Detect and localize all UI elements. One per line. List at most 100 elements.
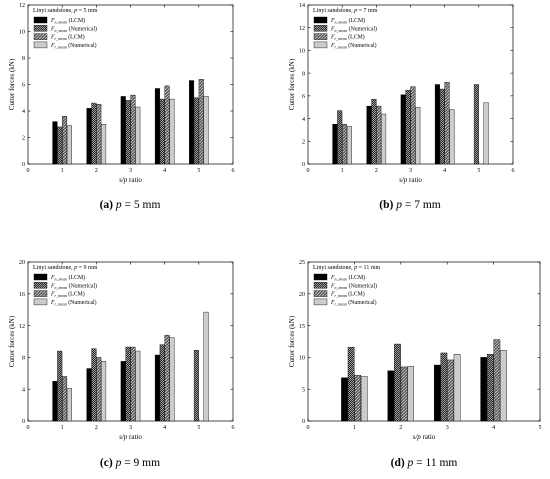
legend-label: Fn_mean (LCM): [330, 274, 365, 282]
y-tick-label: 12: [19, 324, 25, 330]
legend-label: Fr_mean (Numerical): [50, 42, 97, 50]
legend-swatch: [33, 282, 48, 289]
bar-a-s2-c5: [198, 78, 204, 165]
bar-d-s2-c2: [400, 366, 408, 422]
legend-swatch: [33, 273, 48, 281]
y-axis-label: Cutter forces (kN): [8, 58, 16, 110]
y-tick-label: 4: [22, 109, 25, 115]
y-tick-label: 10: [299, 356, 305, 362]
y-tick-label: 12: [299, 26, 305, 32]
bar-c-s0-c1: [52, 381, 58, 422]
bar-b-s0-c3: [400, 94, 406, 165]
bar-b-s2-c3: [410, 86, 416, 165]
bar-c-s1-c5: [193, 350, 199, 422]
bar-c-s1-c1: [57, 350, 63, 422]
y-axis-label: Cutter forces (kN): [288, 315, 296, 367]
bar-a-s2-c3: [130, 94, 136, 165]
bar-d-s2-c4: [493, 339, 501, 422]
x-tick-label: 4: [492, 425, 495, 431]
x-tick-label: 3: [129, 168, 132, 174]
bar-a-s3-c5: [203, 96, 209, 165]
y-tick-label: 25: [299, 260, 305, 266]
bar-d-s3-c1: [360, 376, 368, 422]
x-tick-label: 5: [477, 168, 480, 174]
x-tick-label: 2: [399, 425, 402, 431]
bar-c-s2-c4: [164, 334, 170, 422]
legend-label: Fr_mean (LCM): [330, 34, 365, 42]
bar-c-s3-c1: [66, 388, 72, 422]
x-axis-label: s/p ratio: [399, 176, 422, 184]
bar-c-s0-c2: [86, 368, 92, 422]
legend-label: Fr_mean (LCM): [50, 34, 85, 42]
y-tick-label: 0: [22, 162, 25, 168]
bar-c-s3-c2: [101, 361, 107, 422]
y-tick-label: 10: [299, 49, 305, 55]
legend-label: Fn_mean (Numerical): [50, 282, 97, 290]
bar-a-s2-c2: [96, 104, 102, 165]
bar-a-s0-c1: [52, 121, 58, 165]
y-axis-label: Cutter forces (kN): [8, 315, 16, 367]
bar-b-s2-c1: [342, 124, 348, 165]
bar-a-s3-c2: [101, 124, 107, 165]
legend-title: Linyi sandstone, p = 11 mm: [313, 265, 381, 271]
legend-title: Linyi sandstone, p = 7 mm: [313, 8, 378, 14]
legend-label: Fn_mean (Numerical): [330, 25, 377, 33]
bar-b-s1-c5: [473, 84, 479, 165]
bar-c-s2-c3: [130, 346, 136, 422]
bar-b-s1-c3: [405, 89, 411, 165]
x-tick-label: 4: [163, 168, 166, 174]
chart-panel-d: 0 5 10 15 20 25 0 1 2 3 4 5 s/p ratio Cutter forces (…: [288, 260, 542, 469]
x-axis-label: s/p ratio: [119, 176, 142, 184]
y-tick-label: 8: [302, 71, 305, 77]
panel-caption: (c) p = 9 mm: [100, 457, 160, 469]
legend-swatch: [313, 16, 328, 24]
bar-b-s2-c2: [376, 105, 382, 165]
bar-b-s3-c4: [449, 109, 455, 165]
bar-b-s0-c2: [366, 105, 372, 165]
x-tick-label: 0: [27, 425, 30, 431]
x-tick-label: 6: [232, 168, 235, 174]
bar-a-s1-c5: [193, 97, 199, 165]
legend-swatch: [33, 25, 48, 32]
bar-c-s1-c3: [125, 346, 131, 422]
bar-b-s1-c2: [371, 99, 377, 165]
legend-label: Fr_mean (LCM): [330, 291, 365, 299]
bar-c-s3-c5: [203, 311, 209, 422]
bar-d-s0-c3: [434, 364, 441, 422]
x-tick-label: 2: [375, 168, 378, 174]
legend-swatch: [313, 298, 328, 306]
legend-swatch: [313, 290, 328, 297]
bar-d-s0-c4: [480, 357, 488, 422]
x-tick-label: 5: [539, 425, 542, 431]
x-axis-label: s/p ratio: [413, 433, 436, 441]
x-tick-label: 2: [95, 168, 98, 174]
legend-swatch: [313, 33, 328, 40]
bar-b-s3-c5: [483, 102, 489, 165]
bar-c-s2-c1: [62, 376, 68, 422]
legend-label: Fn_mean (Numerical): [50, 25, 97, 33]
y-axis-label: Cutter forces (kN): [288, 58, 296, 110]
legend-label: Fn_mean (LCM): [330, 17, 365, 25]
legend-swatch: [33, 298, 48, 306]
legend-label: Fn_mean (LCM): [50, 17, 85, 25]
bar-a-s3-c1: [66, 125, 72, 165]
x-axis-label: s/p ratio: [119, 433, 142, 441]
bar-d-s1-c2: [394, 343, 401, 422]
legend-swatch: [313, 41, 328, 49]
bar-d-s2-c1: [354, 375, 362, 422]
bar-d-s1-c3: [440, 352, 448, 422]
y-tick-label: 4: [302, 117, 305, 123]
bar-d-s1-c4: [486, 354, 494, 422]
bar-a-s1-c2: [91, 102, 97, 165]
x-tick-label: 4: [443, 168, 446, 174]
y-tick-label: 2: [22, 136, 25, 142]
y-tick-label: 20: [299, 292, 305, 298]
y-tick-label: 4: [22, 387, 25, 393]
x-tick-label: 0: [27, 168, 30, 174]
bar-d-s0-c1: [341, 377, 348, 422]
legend-swatch: [33, 16, 48, 24]
x-tick-label: 1: [341, 168, 344, 174]
x-tick-label: 0: [307, 168, 310, 174]
